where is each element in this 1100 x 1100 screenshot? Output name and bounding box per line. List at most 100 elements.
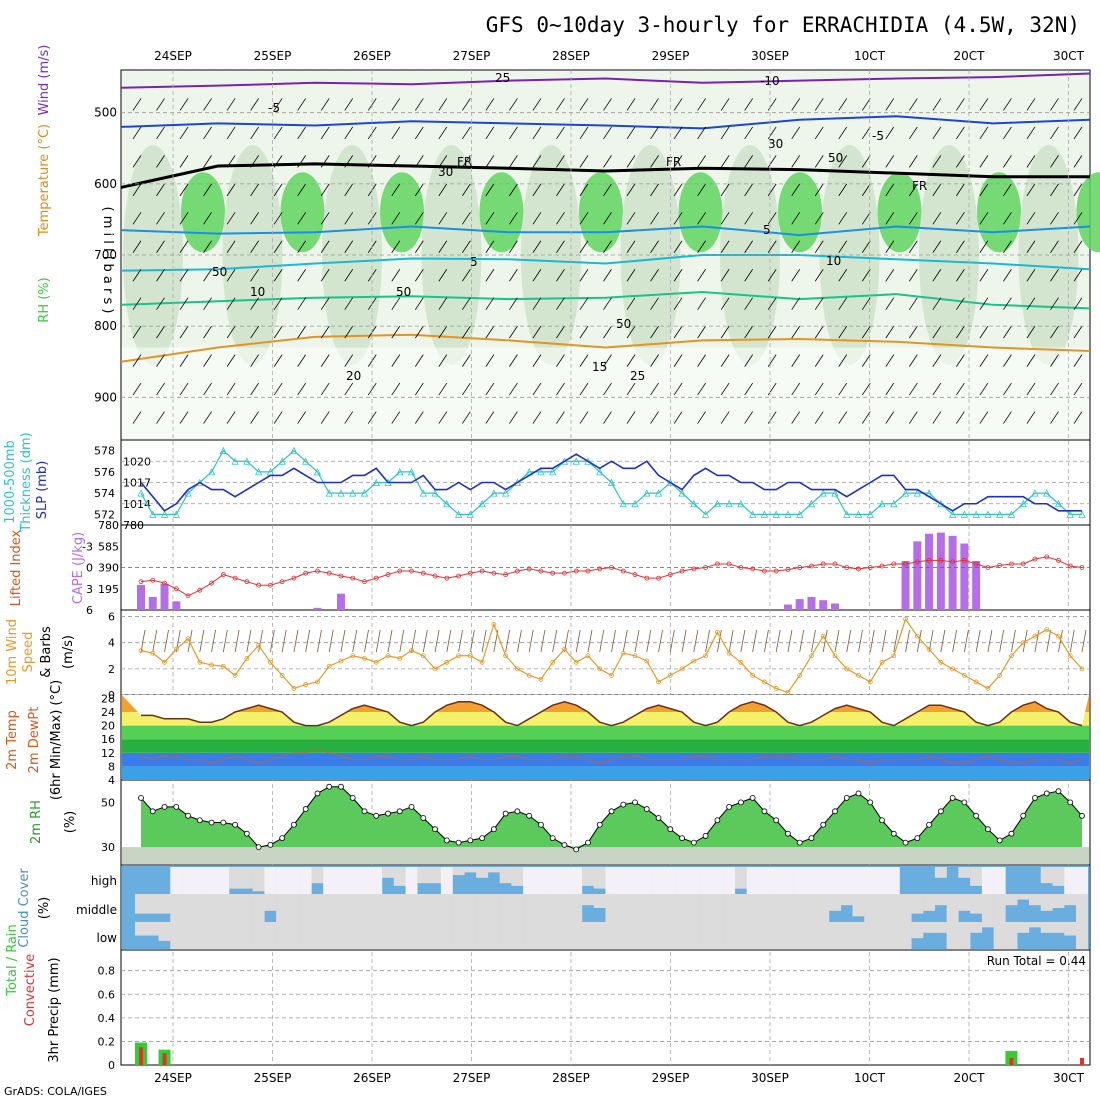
cloud-clear-high — [323, 867, 336, 894]
wind-barb — [838, 411, 848, 424]
wind-barb — [226, 155, 236, 168]
wind-barb — [579, 382, 589, 396]
wind-barb — [744, 212, 753, 225]
y-axis-label-cape: CAPE (J/kg) — [71, 532, 86, 604]
wind-barb — [932, 411, 942, 424]
y-tick-label: 700 — [94, 248, 117, 262]
thickness-point — [654, 489, 663, 497]
wind10-barb — [834, 629, 840, 653]
cloud-clear-high — [699, 867, 712, 894]
wind10-point — [1009, 653, 1014, 659]
wind-barb — [673, 212, 683, 225]
cloud-clear-low — [170, 922, 183, 949]
wind-barb — [697, 155, 706, 168]
wind-barb — [391, 354, 401, 367]
wind-barb — [603, 240, 612, 253]
wind-barb — [132, 325, 142, 339]
rh-point — [185, 812, 191, 819]
cloud-clear-high — [640, 867, 653, 894]
cloud-clear-middle — [1040, 894, 1053, 911]
temp-tick: 12 — [101, 747, 115, 760]
wind-barb — [344, 297, 354, 310]
wind-barb — [579, 212, 589, 225]
contour-label: 15 — [592, 360, 607, 374]
wind-barb — [320, 269, 330, 282]
temp-band — [122, 725, 1089, 740]
wind-barb — [485, 297, 495, 310]
wind-barb — [814, 411, 824, 424]
cloud-clear-high — [240, 867, 253, 889]
rh-point — [667, 826, 674, 833]
wind-tick: 4 — [108, 637, 115, 650]
wind-barb — [744, 240, 753, 253]
wind-barb — [626, 354, 636, 367]
cloud-clear-high — [299, 867, 312, 894]
cape-bar — [948, 535, 957, 610]
wind10-point — [809, 653, 814, 659]
rh-point — [149, 808, 156, 815]
thickness-point — [854, 510, 863, 518]
cloud-clear-low — [970, 922, 983, 933]
wind10-barb — [999, 629, 1005, 653]
lifted-index-point — [856, 566, 861, 572]
cloud-clear-middle — [699, 894, 712, 922]
wind-barb — [814, 325, 824, 339]
panel-frame-precip — [120, 949, 1091, 1066]
rh-point — [467, 837, 474, 844]
wind-barb — [673, 354, 683, 367]
lifted-index-point — [738, 565, 744, 570]
rh-moist-core — [1076, 172, 1100, 253]
wind-barb — [908, 183, 918, 197]
cloud-clear-middle — [981, 894, 994, 922]
wind-barb — [908, 325, 918, 339]
wind-barb — [885, 269, 895, 282]
cloud-clear-low — [1040, 922, 1053, 933]
wind10-point — [291, 686, 297, 691]
wind-barb — [297, 269, 307, 282]
cloud-clear-high — [593, 867, 606, 889]
rh-point — [867, 799, 874, 806]
wind-barb — [1026, 98, 1036, 111]
lifted-index-point — [879, 563, 885, 569]
wind10-point — [538, 676, 544, 682]
thickness-point — [725, 499, 733, 508]
thickness-point — [878, 499, 886, 508]
cloud-clear-high — [993, 867, 1006, 894]
wind-barb — [462, 98, 471, 111]
precip-tick: 0.8 — [98, 965, 116, 978]
cloud-clear-high — [781, 867, 794, 894]
lifted-index-point — [1020, 561, 1026, 567]
wind-barb — [650, 411, 659, 424]
x-tick-label-top: 20CT — [954, 49, 986, 63]
wind-barb — [391, 126, 401, 140]
wind-barb — [791, 411, 801, 424]
cloud-clear-low — [793, 922, 806, 949]
wind-barb — [885, 297, 895, 310]
y-axis-label-rh-unit: (%) — [63, 811, 78, 834]
wind-barb — [1026, 354, 1036, 367]
cloud-clear-low — [981, 922, 994, 928]
wind-barb — [203, 411, 212, 424]
cloud-clear-low — [746, 922, 759, 949]
wind10-barb — [869, 629, 875, 653]
cloud-clear-middle — [723, 894, 736, 922]
cloud-clear-middle — [1076, 894, 1088, 922]
wind10-barb — [905, 629, 910, 653]
cloud-clear-high — [229, 867, 242, 889]
lifted-index-point — [656, 575, 661, 581]
wind-barb — [791, 155, 801, 168]
thickness-point — [396, 467, 404, 476]
cloud-clear-high — [1076, 867, 1088, 894]
wind-barb — [367, 126, 377, 140]
thickness-point — [137, 489, 145, 497]
thickness-point — [172, 510, 180, 518]
wind-barb — [1073, 411, 1083, 424]
y-axis-label-precip: Convective — [23, 954, 38, 1027]
slp-tick: 1020 — [123, 455, 151, 468]
wind10-point — [832, 653, 838, 659]
wind-barb — [509, 155, 518, 168]
wind10-point — [726, 650, 732, 656]
wind-barb — [485, 240, 495, 253]
cloud-clear-middle — [1052, 894, 1065, 908]
rh-point — [490, 826, 497, 833]
